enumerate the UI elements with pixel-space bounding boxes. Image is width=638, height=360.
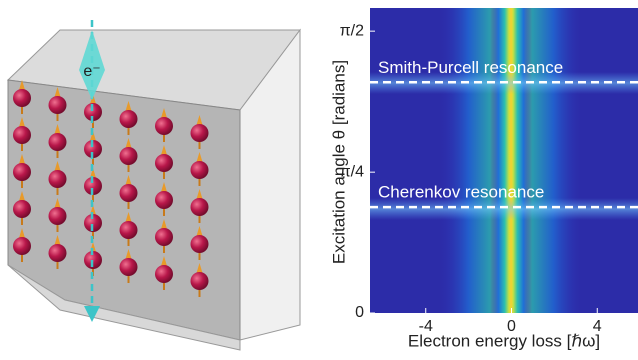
spin-ball [155,154,173,172]
spin-ball [49,96,67,114]
x-tick-label: -4 [419,318,433,335]
spin-ball [13,200,31,218]
y-tick-label: 0 [355,304,364,321]
spin-ball [191,272,209,290]
spin-ball [155,191,173,209]
y-axis-label: Excitation angle θ [radians] [329,60,348,264]
resonance-label: Smith-Purcell resonance [378,58,563,77]
spin-ball [13,89,31,107]
spin-ball [120,221,138,239]
electron-label: e⁻ [83,63,100,80]
x-tick-label: 0 [507,318,516,335]
spin-ball [191,124,209,142]
y-tick-label: π/2 [340,22,364,39]
spin-ball [49,170,67,188]
spin-ball [13,163,31,181]
spin-ball [49,207,67,225]
chart: Excitation angle θ [radians] Electron en… [329,8,638,350]
resonance-label: Cherenkov resonance [378,183,544,202]
spin-ball [191,161,209,179]
x-tick-label: 4 [593,318,602,335]
spin-ball [155,117,173,135]
slab [8,30,300,350]
figure: e⁻ Excitation angle θ [radians] Electron… [0,0,638,355]
spin-ball [155,228,173,246]
spin-ball [13,126,31,144]
spin-ball [120,184,138,202]
y-tick-label: π/4 [340,163,364,180]
spin-ball [13,237,31,255]
spin-ball [120,258,138,276]
spin-ball [120,110,138,128]
spin-ball [120,147,138,165]
heatmap-core [490,8,532,313]
spin-ball [49,244,67,262]
spin-ball [155,265,173,283]
spin-ball [191,198,209,216]
page: e⁻ Excitation angle θ [radians] Electron… [0,0,638,355]
spin-ball [191,235,209,253]
x-axis-label: Electron energy loss [ℏω] [408,331,600,350]
spin-ball [49,133,67,151]
